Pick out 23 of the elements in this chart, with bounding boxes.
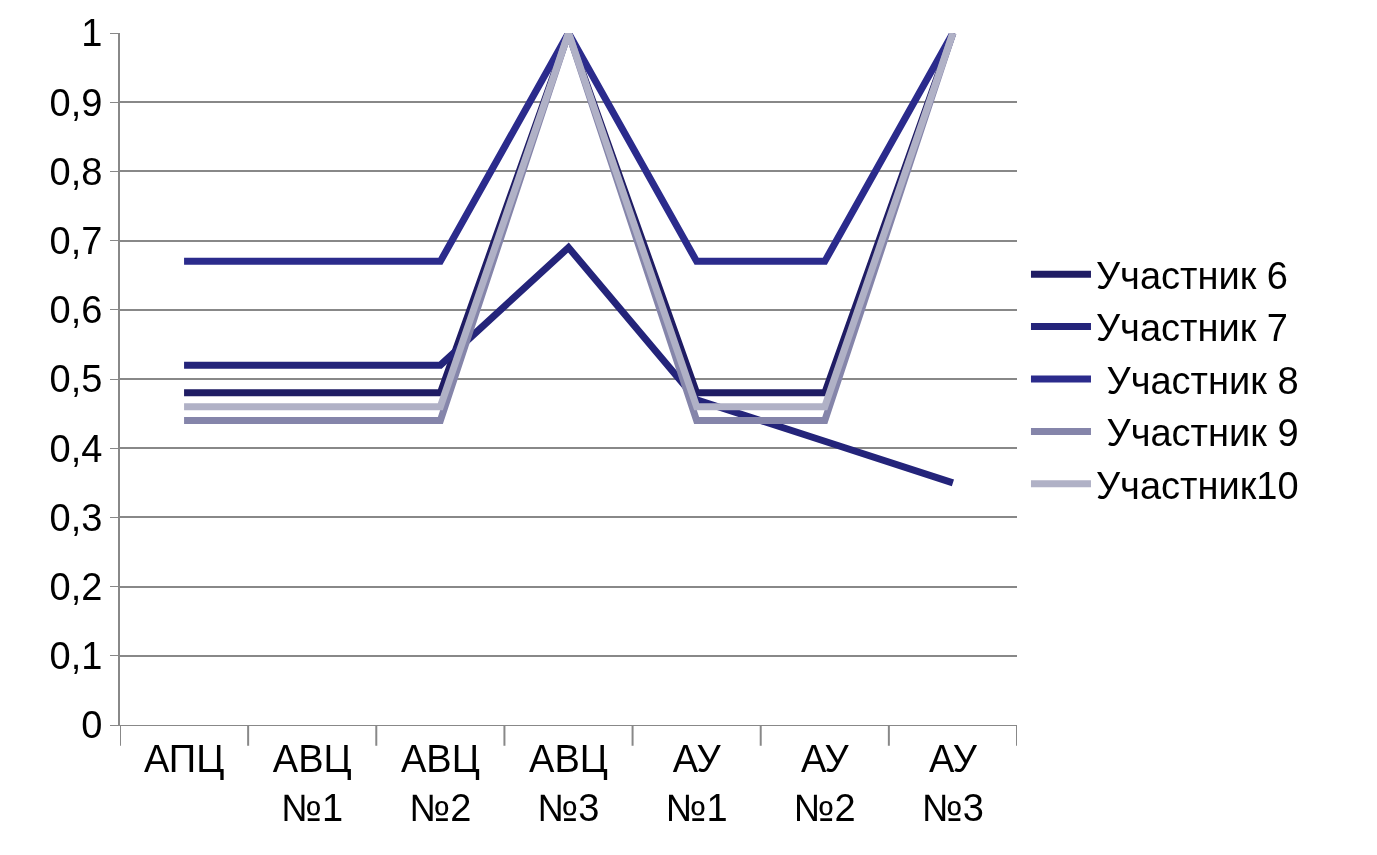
x-tick-label: АВЦ №3 — [529, 737, 608, 829]
x-tick-label: АВЦ №2 — [400, 737, 480, 829]
legend-label: Участник10 — [1095, 464, 1299, 507]
y-tick-label: 0,2 — [49, 565, 103, 608]
x-tick-label: АПЦ — [143, 737, 225, 780]
legend-label: Участник 9 — [1095, 412, 1299, 455]
y-tick-label: 0,3 — [49, 496, 103, 539]
x-tick-label: АУ №1 — [665, 737, 728, 829]
legend-label: Участник 8 — [1095, 359, 1299, 402]
y-tick-label: 0,9 — [49, 81, 103, 124]
y-tick-label: 0,5 — [49, 358, 103, 401]
x-tick-label: АУ №2 — [793, 737, 856, 829]
legend-label: Участник 7 — [1095, 307, 1288, 350]
y-tick-label: 0,7 — [49, 219, 103, 262]
y-tick-label: 0,1 — [49, 635, 103, 678]
x-tick-label: АВЦ №1 — [272, 737, 352, 829]
y-tick-label: 0,6 — [49, 289, 103, 332]
x-tick-label: АУ №3 — [921, 737, 984, 829]
legend-label: Участник 6 — [1095, 255, 1288, 298]
y-tick-label: 0,4 — [49, 427, 103, 470]
y-tick-label: 0 — [81, 704, 103, 747]
y-tick-label: 1 — [81, 12, 103, 55]
y-tick-label: 0,8 — [49, 150, 103, 193]
